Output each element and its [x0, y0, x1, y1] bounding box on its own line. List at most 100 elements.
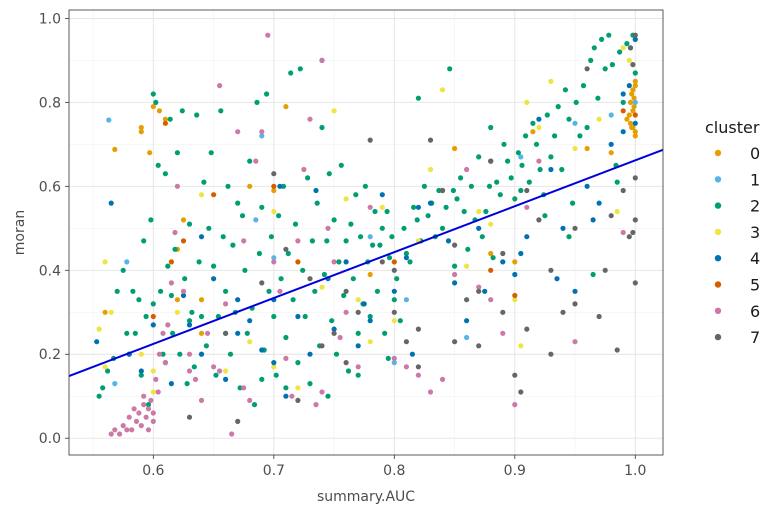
data-point-cluster-2 — [324, 238, 330, 244]
data-point-cluster-2 — [542, 213, 548, 219]
data-point-cluster-7 — [295, 397, 301, 403]
data-point-cluster-4 — [198, 351, 205, 357]
data-point-cluster-6 — [319, 389, 325, 395]
data-point-cluster-2 — [345, 368, 352, 374]
y-axis-title: moran — [12, 210, 28, 255]
y-tick-label: 0.8 — [39, 95, 61, 111]
data-point-cluster-2 — [454, 196, 460, 202]
data-point-cluster-6 — [129, 427, 135, 433]
data-point-cluster-7 — [632, 280, 638, 286]
data-point-cluster-2 — [394, 276, 400, 282]
data-point-cluster-2 — [355, 330, 361, 336]
data-point-cluster-5 — [391, 259, 397, 265]
data-point-cluster-6 — [217, 83, 223, 89]
data-point-cluster-6 — [172, 229, 178, 236]
data-point-cluster-0 — [198, 297, 205, 303]
data-point-cluster-3 — [150, 368, 156, 374]
data-point-cluster-4 — [409, 351, 415, 357]
data-point-cluster-6 — [143, 414, 149, 420]
data-point-cluster-2 — [570, 200, 576, 206]
legend-swatch-5 — [714, 281, 722, 288]
legend-label-5: 5 — [750, 276, 760, 295]
y-tick-label: 0.6 — [39, 179, 61, 195]
data-point-cluster-5 — [620, 108, 626, 114]
data-point-cluster-2 — [588, 57, 594, 64]
data-point-cluster-6 — [439, 376, 446, 382]
data-point-cluster-6 — [198, 397, 205, 403]
data-point-cluster-4 — [361, 301, 367, 307]
data-point-cluster-2 — [237, 385, 243, 391]
data-point-cluster-7 — [500, 309, 506, 315]
data-point-cluster-4 — [482, 288, 488, 294]
data-point-cluster-2 — [580, 83, 587, 89]
data-point-cluster-4 — [186, 322, 193, 328]
data-point-cluster-2 — [165, 263, 171, 269]
data-point-cluster-2 — [136, 297, 142, 303]
data-point-cluster-2 — [283, 334, 289, 341]
data-point-cluster-2 — [494, 179, 500, 185]
data-point-cluster-7 — [572, 301, 578, 307]
data-point-cluster-6 — [211, 364, 217, 370]
data-point-cluster-1 — [367, 234, 373, 240]
data-point-cluster-2 — [259, 204, 265, 210]
data-point-cluster-2 — [403, 250, 409, 257]
data-point-cluster-2 — [333, 351, 340, 357]
data-point-cluster-2 — [218, 108, 224, 114]
data-point-cluster-4 — [223, 376, 229, 382]
data-point-cluster-2 — [367, 313, 373, 320]
x-tick-label: 0.6 — [142, 463, 164, 479]
data-point-cluster-5 — [295, 259, 301, 265]
data-point-cluster-0 — [629, 91, 635, 97]
trend-line-group — [69, 148, 663, 378]
data-point-cluster-6 — [427, 389, 434, 395]
data-point-cluster-1 — [572, 120, 578, 126]
data-point-cluster-2 — [411, 204, 417, 210]
data-point-cluster-2 — [268, 234, 274, 240]
legend-swatch-0 — [714, 149, 722, 157]
data-point-cluster-0 — [162, 116, 168, 122]
data-point-cluster-4 — [626, 83, 632, 89]
data-point-cluster-1 — [632, 99, 638, 105]
data-point-cluster-2 — [235, 200, 241, 206]
data-point-cluster-2 — [120, 267, 126, 273]
data-point-cluster-3 — [271, 208, 277, 215]
data-point-cluster-0 — [138, 129, 144, 135]
data-point-cluster-2 — [302, 313, 308, 320]
data-point-cluster-2 — [465, 246, 471, 252]
data-point-cluster-4 — [620, 129, 626, 135]
legend-swatch-4 — [714, 255, 722, 262]
data-point-cluster-4 — [518, 250, 524, 257]
data-point-cluster-5 — [150, 313, 156, 320]
data-point-cluster-2 — [617, 49, 623, 55]
data-point-cluster-7 — [427, 137, 434, 143]
data-point-cluster-2 — [179, 108, 185, 114]
data-point-cluster-3 — [174, 309, 180, 315]
data-point-cluster-6 — [289, 393, 295, 399]
data-point-cluster-6 — [247, 397, 253, 403]
data-point-cluster-2 — [314, 200, 320, 206]
data-point-cluster-2 — [533, 141, 540, 147]
data-point-cluster-2 — [566, 116, 572, 122]
data-point-cluster-6 — [253, 158, 259, 164]
data-point-cluster-4 — [560, 225, 566, 231]
data-point-cluster-7 — [379, 259, 385, 265]
data-point-cluster-2 — [174, 150, 180, 156]
data-point-cluster-7 — [259, 280, 265, 286]
data-point-cluster-4 — [548, 166, 554, 173]
data-point-cluster-2 — [292, 221, 299, 227]
data-point-cluster-3 — [198, 192, 205, 198]
data-point-cluster-2 — [285, 250, 291, 257]
data-point-cluster-0 — [367, 271, 373, 278]
data-point-cluster-0 — [632, 133, 638, 139]
data-point-cluster-7 — [391, 309, 397, 315]
data-point-cluster-6 — [120, 423, 126, 429]
data-point-cluster-2 — [606, 32, 612, 38]
data-point-cluster-6 — [620, 229, 626, 236]
data-point-cluster-5 — [211, 192, 217, 198]
data-point-cluster-2 — [271, 313, 277, 320]
data-point-cluster-5 — [488, 267, 494, 273]
data-point-cluster-0 — [283, 104, 289, 110]
data-point-cluster-2 — [377, 242, 383, 248]
data-point-cluster-0 — [608, 150, 614, 156]
